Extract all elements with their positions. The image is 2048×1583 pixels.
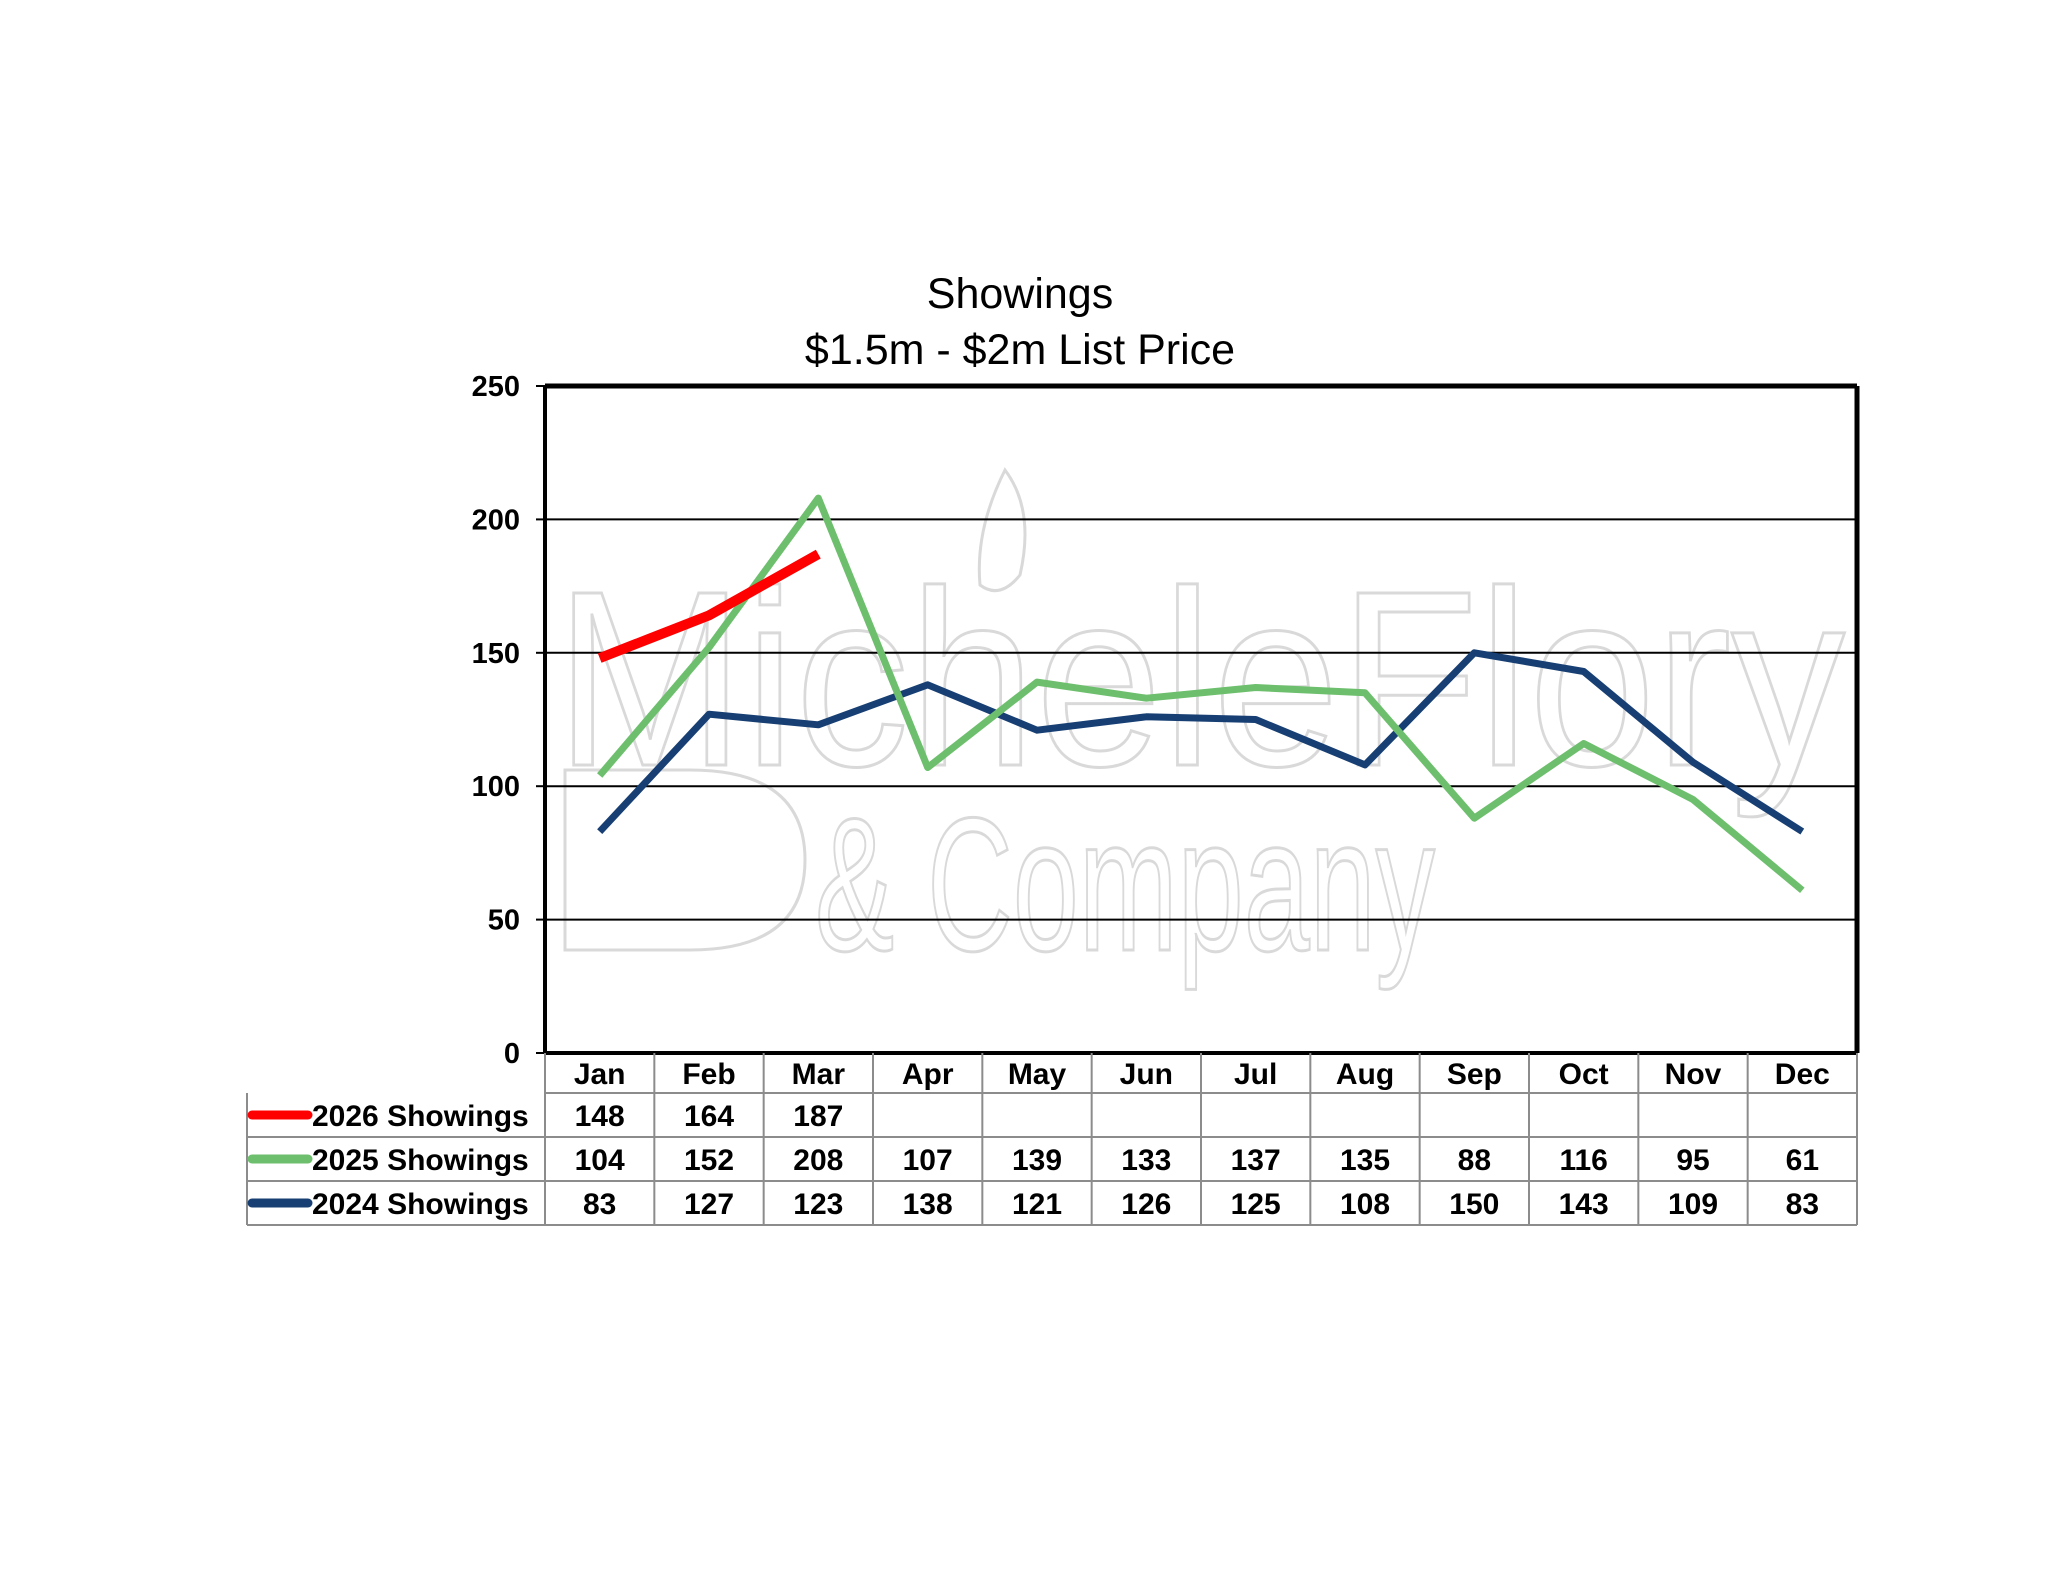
legend-label: 2026 Showings xyxy=(312,1100,529,1133)
table-cell-value: 126 xyxy=(1121,1188,1171,1221)
x-tick-label: Jan xyxy=(574,1058,626,1091)
series-lines xyxy=(597,494,1805,893)
table-cell-value: 150 xyxy=(1449,1188,1499,1221)
table-cell-value: 187 xyxy=(793,1100,843,1133)
y-tick-label: 250 xyxy=(472,371,520,403)
table-cell-value: 95 xyxy=(1676,1144,1709,1177)
table-cell-value: 138 xyxy=(903,1188,953,1221)
x-tick-label: Mar xyxy=(792,1058,846,1091)
series-line-2025-showings xyxy=(597,494,1805,893)
x-tick-label: Oct xyxy=(1559,1058,1609,1091)
legend-label: 2025 Showings xyxy=(312,1144,529,1177)
y-tick-label: 200 xyxy=(472,504,520,536)
data-table: Jan Feb Mar Apr May Jun Jul Aug Sep Oct Nov Dec 2026… xyxy=(246,1053,1858,1226)
watermark-leaf-icon xyxy=(977,467,1027,593)
chart-title: Showings xyxy=(927,270,1113,318)
y-tick-label: 50 xyxy=(488,905,520,937)
legend-label: 2024 Showings xyxy=(312,1188,529,1221)
x-tick-label: Nov xyxy=(1665,1058,1722,1091)
table-cell-value: 83 xyxy=(583,1188,616,1221)
table-cell-value: 133 xyxy=(1121,1144,1171,1177)
x-tick-label: Apr xyxy=(902,1058,954,1091)
x-tick-label: Dec xyxy=(1775,1058,1830,1091)
x-tick-label: Sep xyxy=(1447,1058,1502,1091)
x-tick-label: Jun xyxy=(1120,1058,1173,1091)
series-line-2026-showings xyxy=(597,549,821,663)
table-cell-value: 123 xyxy=(793,1188,843,1221)
y-tick-label: 0 xyxy=(504,1038,520,1070)
table-cell-value: 127 xyxy=(684,1188,734,1221)
table-cell-value: 135 xyxy=(1340,1144,1390,1177)
chart-subtitle: $1.5m - $2m List Price xyxy=(805,326,1235,374)
table-cell-value: 148 xyxy=(575,1100,625,1133)
table-cell-value: 137 xyxy=(1231,1144,1281,1177)
x-tick-label: Feb xyxy=(682,1058,735,1091)
table-cell-value: 61 xyxy=(1786,1144,1819,1177)
watermark-logo: MicheleFlory& Company xyxy=(554,467,1847,993)
y-axis-ticks: 0 50 100 150 200 250 xyxy=(472,371,545,1070)
table-cell-value: 107 xyxy=(903,1144,953,1177)
x-tick-label: May xyxy=(1008,1058,1067,1091)
table-cell-value: 116 xyxy=(1559,1144,1607,1177)
table-cell-value: 208 xyxy=(793,1144,843,1177)
x-tick-label: Aug xyxy=(1336,1058,1394,1091)
watermark-house-icon xyxy=(563,768,807,952)
watermark-text-line2: & Company xyxy=(815,779,1435,991)
table-cell-value: 121 xyxy=(1012,1188,1062,1221)
table-cell-value: 125 xyxy=(1231,1188,1281,1221)
y-tick-label: 100 xyxy=(472,771,520,803)
table-cell-value: 108 xyxy=(1340,1188,1390,1221)
table-cell-value: 104 xyxy=(575,1144,625,1177)
table-cell-value: 109 xyxy=(1668,1188,1718,1221)
table-cell-value: 83 xyxy=(1786,1188,1819,1221)
table-cell-value: 143 xyxy=(1559,1188,1609,1221)
table-cell-value: 152 xyxy=(684,1144,734,1177)
table-cell-value: 164 xyxy=(684,1100,734,1133)
table-cell-value: 88 xyxy=(1458,1144,1491,1177)
y-tick-label: 150 xyxy=(472,638,520,670)
x-tick-label: Jul xyxy=(1234,1058,1277,1091)
table-cell-value: 139 xyxy=(1012,1144,1062,1177)
series-line-2024-showings xyxy=(597,649,1805,835)
gridlines xyxy=(545,518,1857,921)
